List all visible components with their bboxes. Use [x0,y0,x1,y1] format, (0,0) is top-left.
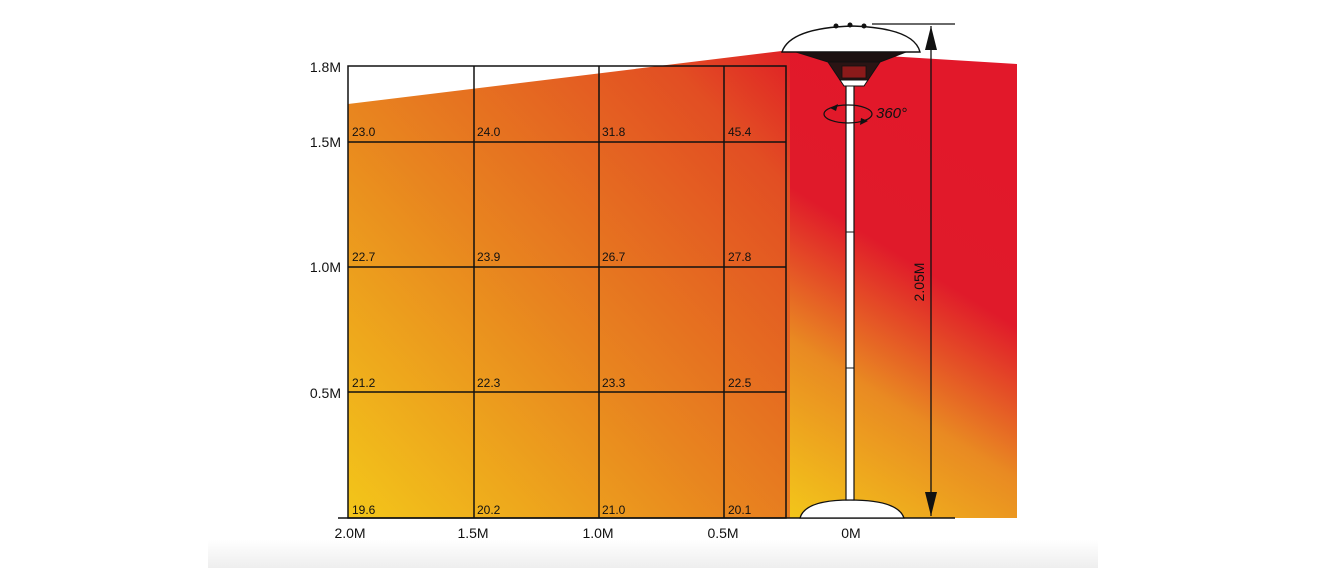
temp-value: 24.0 [477,125,501,139]
x-axis-label: 2.0M [334,525,365,541]
temperature-readings: 23.0 24.0 31.8 45.4 22.7 23.9 26.7 27.8 … [352,125,752,517]
height-label: 2.05M [911,263,927,302]
heat-zone-left [348,50,790,518]
temperature-grid [338,65,955,519]
temp-value: 21.2 [352,376,376,390]
arrow-head-icon [860,118,868,125]
heater-pole [845,83,855,501]
arrow-down-icon [925,492,937,516]
x-axis-label: 1.5M [457,525,488,541]
x-axis: 2.0M 1.5M 1.0M 0.5M 0M [334,525,860,541]
temp-value: 45.4 [728,125,752,139]
arrow-up-icon [925,26,937,50]
y-axis-label: 0.5M [310,385,341,401]
dome-reflector [795,51,907,63]
temp-value: 21.0 [602,503,626,517]
x-axis-label: 0M [841,525,860,541]
temp-value: 23.9 [477,250,501,264]
temp-value: 20.1 [728,503,752,517]
temp-value: 19.6 [352,503,376,517]
rotation-indicator: 360° [823,104,907,125]
arrow-head-icon [830,104,838,111]
y-axis-label: 1.5M [310,134,341,150]
bottom-shade [208,540,1098,568]
heater-dome [781,25,921,53]
dome-knob [861,23,867,29]
temp-value: 23.0 [352,125,376,139]
patio-heater [781,22,921,519]
heater-neck [839,79,869,87]
rotation-label: 360° [876,105,907,122]
temp-value: 22.3 [477,376,501,390]
temp-value: 22.7 [352,250,376,264]
temp-value: 20.2 [477,503,501,517]
temp-value: 31.8 [602,125,626,139]
x-axis-label: 1.0M [582,525,613,541]
dome-knob [833,23,839,29]
rotation-arrow [823,104,873,124]
temp-value: 27.8 [728,250,752,264]
temp-value: 22.5 [728,376,752,390]
y-axis-label: 1.8M [310,59,341,75]
temp-value: 26.7 [602,250,626,264]
y-axis: 1.8M 1.5M 1.0M 0.5M [310,59,341,401]
height-dimension: 2.05M [872,23,955,516]
heating-element [841,65,867,79]
temp-value: 23.3 [602,376,626,390]
x-axis-label: 0.5M [707,525,738,541]
dome-knob [847,22,853,28]
y-axis-label: 1.0M [310,259,341,275]
